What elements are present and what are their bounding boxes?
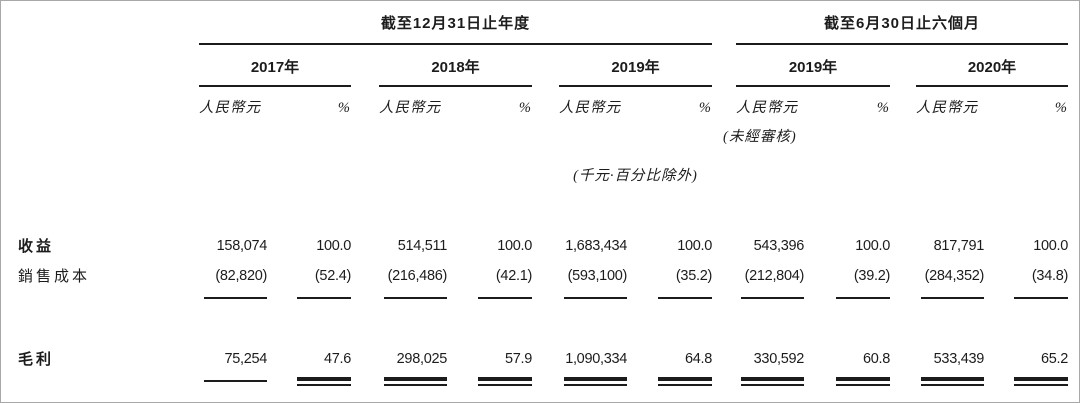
gross-profit-pct-2019-interim: 60.8 (862, 351, 890, 367)
year-rule-row (18, 85, 1068, 87)
section-header-annual: 截至12月31日止年度 (380, 15, 531, 32)
currency-label: 人民幣元 (916, 100, 978, 116)
year-underline (736, 85, 890, 87)
gross-profit-rmb-2020: 533,439 (933, 351, 985, 367)
revenue-rmb-2017: 158,074 (216, 238, 268, 254)
table-row-revenue: 收益 158,074 100.0 514,511 100.0 1,683,434… (18, 236, 1068, 257)
year-underline (379, 85, 532, 87)
unaudited-note-row: (未經審核) (18, 127, 1068, 147)
total-rule-row (18, 377, 1068, 386)
section-header-row: 截至12月31日止年度 截至6月30日止六個月 (18, 13, 1068, 35)
cost-pct-2020: (34.8) (1031, 268, 1068, 284)
units-note: (千元·百分比除外) (573, 168, 698, 184)
gross-profit-rmb-2019-interim: 330,592 (753, 351, 805, 367)
gross-profit-pct-2018: 57.9 (504, 351, 532, 367)
percent-label: % (698, 100, 712, 116)
year-underline (916, 85, 1068, 87)
header-rule-annual (199, 43, 712, 45)
subtotal-underline (921, 297, 984, 299)
subtotal-underline (836, 297, 890, 299)
year-underline (559, 85, 712, 87)
currency-label: 人民幣元 (199, 100, 261, 116)
year-header-2019-interim: 2019年 (788, 59, 838, 76)
cost-pct-2019: (35.2) (675, 268, 712, 284)
cost-rmb-2017: (82,820) (215, 268, 267, 284)
total-double-rule (836, 377, 890, 386)
gross-profit-rmb-2017: 75,254 (224, 351, 267, 367)
currency-label: 人民幣元 (559, 100, 621, 116)
row-label-revenue: 收益 (18, 238, 55, 255)
subtotal-rule-row (18, 297, 1068, 299)
total-double-rule (1014, 377, 1068, 386)
revenue-rmb-2019-interim: 543,396 (753, 238, 805, 254)
units-note-row: (千元·百分比除外) (18, 166, 1068, 186)
total-double-rule (921, 377, 984, 386)
year-underline (199, 85, 351, 87)
year-header-2019: 2019年 (611, 59, 660, 76)
revenue-pct-2019-interim: 100.0 (855, 238, 890, 254)
cost-pct-2018: (42.1) (495, 268, 532, 284)
table-row-gross-profit: 毛利 75,254 47.6 298,025 57.9 1,090,334 64… (18, 349, 1068, 370)
gross-profit-pct-2020: 65.2 (1040, 351, 1068, 367)
currency-label: 人民幣元 (379, 100, 441, 116)
section-header-interim: 截至6月30日止六個月 (823, 15, 981, 32)
gross-profit-pct-2019: 64.8 (684, 351, 712, 367)
subtotal-underline (1014, 297, 1068, 299)
subtotal-underline (741, 297, 804, 299)
percent-label: % (337, 100, 351, 116)
subtotal-underline (564, 297, 627, 299)
subtotal-underline (384, 297, 447, 299)
revenue-pct-2019: 100.0 (677, 238, 712, 254)
cost-pct-2017: (52.4) (314, 268, 351, 284)
table-row-cost-of-sales: 銷售成本 (82,820) (52.4) (216,486) (42.1) (5… (18, 266, 1068, 287)
year-header-row: 2017年 2018年 2019年 2019年 2020年 (18, 57, 1068, 78)
header-rule-interim (736, 43, 1068, 45)
gross-profit-rmb-2018: 298,025 (396, 351, 448, 367)
revenue-pct-2020: 100.0 (1033, 238, 1068, 254)
row-label-cost-of-sales: 銷售成本 (18, 268, 91, 285)
subtotal-underline (297, 297, 351, 299)
percent-label: % (876, 100, 890, 116)
year-header-2018: 2018年 (431, 59, 480, 76)
row-label-gross-profit: 毛利 (18, 351, 55, 368)
revenue-rmb-2019: 1,683,434 (565, 238, 627, 254)
subheader-row: 人民幣元 % 人民幣元 % 人民幣元 % 人民幣元 % 人民幣元 % (18, 98, 1068, 118)
unaudited-note: (未經審核) (723, 129, 797, 145)
subtotal-underline (204, 297, 267, 299)
total-double-rule (204, 377, 267, 386)
percent-label: % (1054, 100, 1068, 116)
currency-label: 人民幣元 (736, 100, 798, 116)
total-double-rule (478, 377, 532, 386)
revenue-rmb-2020: 817,791 (933, 238, 985, 254)
year-header-2020: 2020年 (967, 59, 1017, 76)
total-double-rule (564, 377, 627, 386)
year-header-2017: 2017年 (250, 59, 300, 76)
revenue-pct-2018: 100.0 (497, 238, 532, 254)
revenue-pct-2017: 100.0 (316, 238, 351, 254)
revenue-rmb-2018: 514,511 (397, 238, 448, 254)
cost-rmb-2018: (216,486) (387, 268, 448, 284)
gross-profit-rmb-2019: 1,090,334 (565, 351, 627, 367)
cost-rmb-2019-interim: (212,804) (744, 268, 805, 284)
gross-profit-pct-2017: 47.6 (323, 351, 351, 367)
cost-pct-2019-interim: (39.2) (853, 268, 890, 284)
total-double-rule (384, 377, 447, 386)
section-rule-row (18, 43, 1068, 45)
subtotal-underline (478, 297, 532, 299)
total-double-rule (297, 377, 351, 386)
cost-rmb-2019: (593,100) (567, 268, 628, 284)
total-double-rule (741, 377, 804, 386)
percent-label: % (518, 100, 532, 116)
total-double-rule (658, 377, 712, 386)
subtotal-underline (658, 297, 712, 299)
cost-rmb-2020: (284,352) (924, 268, 985, 284)
